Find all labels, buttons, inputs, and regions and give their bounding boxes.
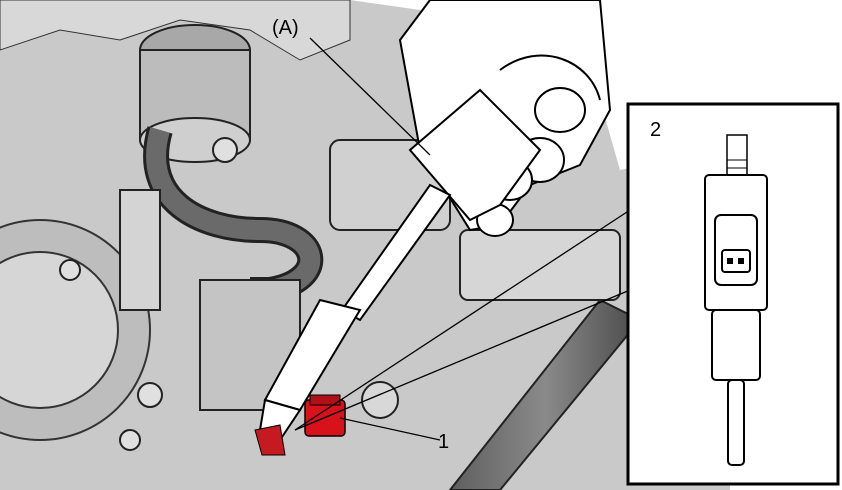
sensor-detail bbox=[704, 134, 768, 466]
detail-inset bbox=[626, 102, 840, 486]
tool-a bbox=[258, 88, 542, 442]
engine-illustration bbox=[0, 0, 730, 490]
callout-tool-a: (A) bbox=[272, 17, 299, 39]
callout-part-2: 2 bbox=[650, 119, 661, 141]
callout-part-1: 1 bbox=[438, 431, 449, 453]
